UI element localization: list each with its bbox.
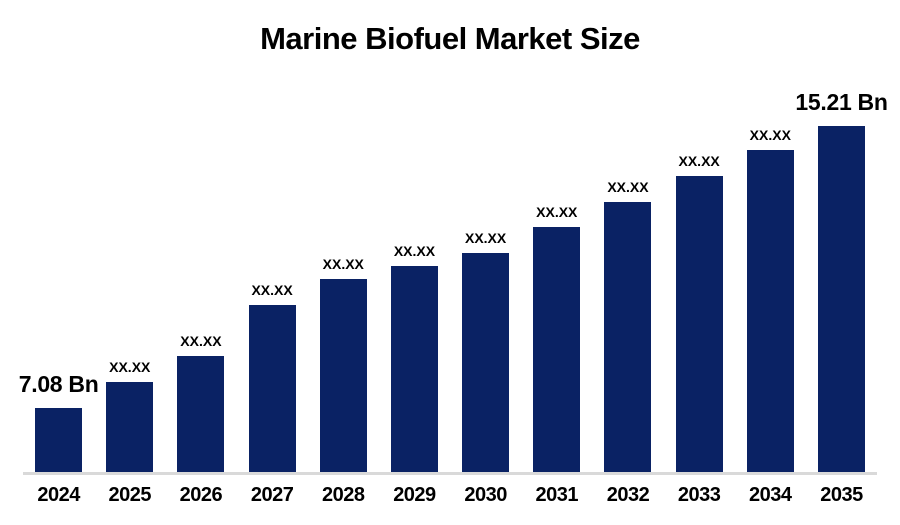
bar-slot-2031: XX.XX xyxy=(521,205,592,472)
x-axis-label-2029: 2029 xyxy=(393,484,436,506)
x-axis-label-2030: 2030 xyxy=(464,484,507,506)
bar-2032 xyxy=(604,202,652,472)
bar-value-label-2032: XX.XX xyxy=(607,179,649,195)
x-axis-label-2024: 2024 xyxy=(37,484,80,506)
bar-2035 xyxy=(817,126,865,472)
x-axis-label-2034: 2034 xyxy=(749,484,792,506)
bar-slot-2032: XX.XX xyxy=(592,180,663,472)
x-axis-label-2027: 2027 xyxy=(250,484,294,506)
x-axis-label-2028: 2028 xyxy=(322,484,365,506)
bar-value-label-2026: XX.XX xyxy=(180,333,222,349)
bar-slot-2035: 15.21 Bn xyxy=(795,91,888,472)
bar-2030 xyxy=(462,253,510,472)
bar-slot-2026: XX.XX xyxy=(165,334,236,472)
bar-slot-2034: XX.XX xyxy=(735,128,806,472)
x-axis-label-2025: 2025 xyxy=(108,484,152,506)
x-axis-label-2032: 2032 xyxy=(606,484,650,506)
x-axis-label-group: 2024 2025 2026 2027 2028 2029 2030 2031 2032 2033… xyxy=(23,484,877,506)
bar-slot-2033: XX.XX xyxy=(664,154,735,472)
bar-2025 xyxy=(106,382,154,472)
chart-title: Marine Biofuel Market Size xyxy=(260,21,640,56)
plot-area: 7.08 Bn XX.XX XX.XX XX.XX XX.XX XX.XX XX.XX XX.… xyxy=(19,0,888,525)
bar-2033 xyxy=(675,176,723,472)
x-axis-line xyxy=(23,472,877,475)
bar-value-label-2027: XX.XX xyxy=(251,282,293,298)
bar-2026 xyxy=(177,356,225,472)
bar-value-label-2029: XX.XX xyxy=(393,243,436,259)
x-axis-label-2033: 2033 xyxy=(677,484,721,506)
bar-2031 xyxy=(533,227,581,472)
bar-slot-2024: 7.08 Bn xyxy=(19,373,99,472)
bar-slot-2028: XX.XX xyxy=(308,257,379,472)
x-axis-label-2035: 2035 xyxy=(820,484,863,506)
bar-slot-2025: XX.XX xyxy=(94,360,165,472)
bar-value-label-2028: XX.XX xyxy=(322,256,364,272)
bar-value-label-2035: 15.21 Bn xyxy=(795,89,888,115)
x-axis-label-2031: 2031 xyxy=(535,484,579,506)
bar-value-label-2024: 7.08 Bn xyxy=(18,371,99,397)
bar-value-label-2030: XX.XX xyxy=(464,230,507,246)
bar-2027 xyxy=(248,305,296,472)
bar-value-label-2025: XX.XX xyxy=(109,359,151,375)
bar-slot-2027: XX.XX xyxy=(237,283,308,472)
bar-slot-2030: XX.XX xyxy=(450,231,521,472)
x-axis-label-2026: 2026 xyxy=(179,484,223,506)
bar-2024 xyxy=(35,408,83,472)
bar-2028 xyxy=(319,279,367,472)
bar-group: 7.08 Bn XX.XX XX.XX XX.XX XX.XX XX.XX XX.XX XX.… xyxy=(19,0,888,472)
bar-value-label-2033: XX.XX xyxy=(678,153,720,169)
bar-slot-2029: XX.XX xyxy=(379,244,450,472)
bar-value-label-2031: XX.XX xyxy=(536,204,578,220)
bar-2034 xyxy=(746,150,794,472)
bar-2029 xyxy=(390,266,438,472)
bar-value-label-2034: XX.XX xyxy=(749,127,791,143)
